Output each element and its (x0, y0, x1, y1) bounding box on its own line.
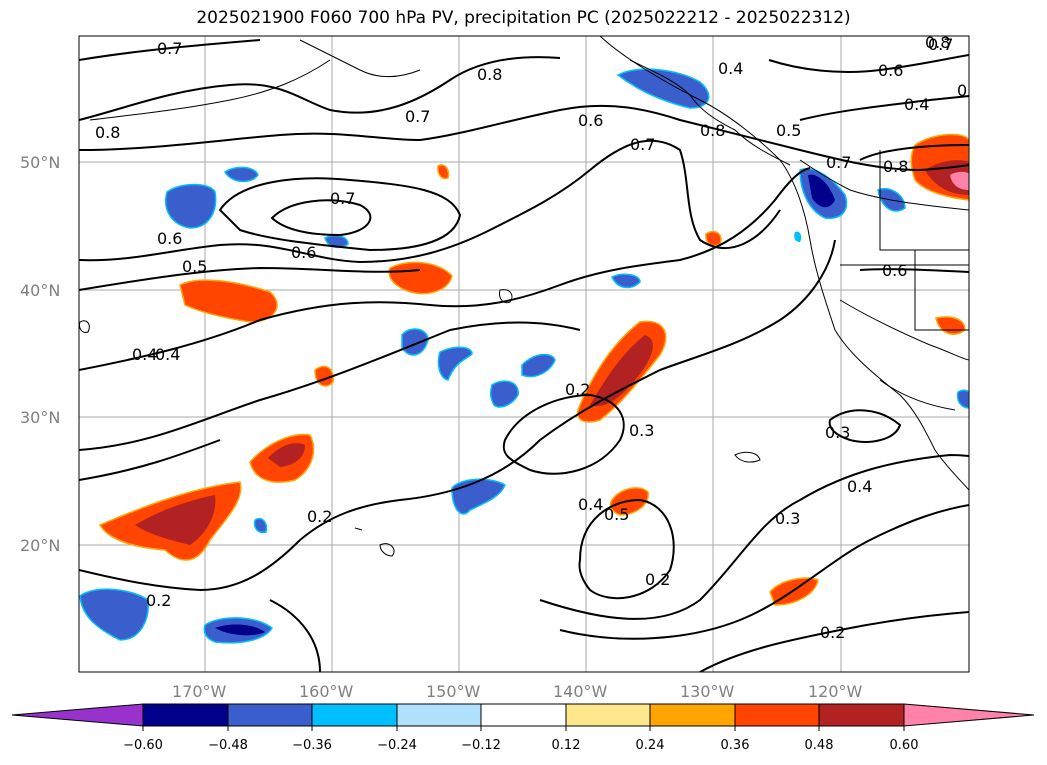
contour-label: 0.8 (925, 33, 950, 52)
colorbar-segment (734, 703, 820, 727)
colorbar-segment (227, 703, 313, 727)
colorbar-tick-label: 0.48 (805, 738, 834, 753)
colorbar-segment (565, 703, 651, 727)
contour-label: 0.4 (155, 345, 180, 364)
contour-label: 0.7 (826, 153, 851, 172)
contour-label: 0.2 (565, 380, 590, 399)
lon-label: 160°W (299, 682, 354, 701)
colorbar-tick-label: 0.36 (721, 738, 750, 753)
contour-label: 0.7 (157, 39, 182, 58)
colorbar (11, 703, 1035, 727)
contour-label: 0.7 (928, 35, 953, 54)
map-title: 2025021900 F060 700 hPa PV, precipitatio… (196, 8, 851, 28)
colorbar-tick-label: −0.12 (461, 738, 501, 753)
contour-labels: 0.7 0.8 0.8 0.7 0.4 0.7 0.6 0.8 0.8 0.5 … (95, 33, 982, 642)
lon-label: 170°W (172, 682, 227, 701)
contour-label: 0.5 (604, 505, 629, 524)
contour-label: 0.5 (776, 121, 801, 140)
colorbar-segment (311, 703, 398, 727)
colorbar-segment (142, 703, 229, 727)
colorbar-tick-label: −0.60 (123, 738, 163, 753)
contour-label: 0.7 (630, 135, 655, 154)
contour-label: 0.7 (405, 107, 430, 126)
contour-label: 0.5 (182, 257, 207, 276)
colorbar-segment (649, 703, 736, 727)
coastlines (79, 36, 969, 557)
lat-label: 50°N (20, 153, 60, 172)
precip-negative-patches (79, 68, 969, 644)
lat-label: 30°N (20, 408, 60, 427)
colorbar-segment (11, 703, 144, 727)
contour-label: 0.8 (95, 123, 120, 142)
colorbar-ticks (142, 726, 905, 731)
contour-label: 0.4 (904, 95, 929, 114)
colorbar-tick-labels: −0.60 −0.48 −0.36 −0.24 −0.12 0.12 0.24 … (123, 738, 918, 753)
contour-label: 0.4 (718, 59, 743, 78)
colorbar-tick-label: −0.36 (292, 738, 332, 753)
colorbar-segment (903, 703, 1035, 727)
colorbar-tick-label: 0.12 (552, 738, 581, 753)
longitude-labels: 170°W 160°W 150°W 140°W 130°W 120°W (172, 682, 863, 701)
graticule (79, 36, 969, 672)
contour-label: 0.3 (775, 509, 800, 528)
colorbar-segment (396, 703, 482, 727)
colorbar-segment (818, 703, 905, 727)
contour-label: 0.3 (629, 421, 654, 440)
contour-label: 0.6 (878, 61, 903, 80)
lon-label: 150°W (426, 682, 481, 701)
contour-label: 0.7 (330, 189, 355, 208)
contour-label: 0.8 (477, 65, 502, 84)
colorbar-tick-label: −0.48 (208, 738, 248, 753)
lon-label: 130°W (680, 682, 735, 701)
pv-contours (79, 39, 969, 672)
contour-label: 0.2 (645, 570, 670, 589)
precip-positive-patches (98, 133, 969, 606)
colorbar-segment (480, 703, 567, 727)
latitude-labels: 50°N 40°N 30°N 20°N (20, 153, 60, 555)
contour-label: 0.4 (578, 495, 603, 514)
contour-label: 0.6 (157, 229, 182, 248)
lat-label: 20°N (20, 536, 60, 555)
contour-label: 0.3 (825, 423, 850, 442)
colorbar-tick-label: −0.24 (377, 738, 417, 753)
lon-label: 140°W (553, 682, 608, 701)
contour-label: 0.3 (957, 81, 982, 100)
lat-label: 40°N (20, 281, 60, 300)
colorbar-tick-label: 0.60 (890, 738, 919, 753)
contour-label: 0.6 (291, 243, 316, 262)
contour-label: 0.4 (847, 477, 872, 496)
contour-label: 0.6 (578, 111, 603, 130)
colorbar-tick-label: 0.24 (636, 738, 665, 753)
contour-label: 0.8 (883, 157, 908, 176)
contour-label: 0.8 (700, 121, 725, 140)
contour-label: 0.6 (882, 261, 907, 280)
lon-label: 120°W (808, 682, 863, 701)
map-frame (78, 35, 970, 673)
contour-label: 0.4 (132, 345, 157, 364)
contour-label: 0.2 (307, 507, 332, 526)
contour-label: 0.2 (820, 623, 845, 642)
contour-label: 0.2 (146, 591, 171, 610)
